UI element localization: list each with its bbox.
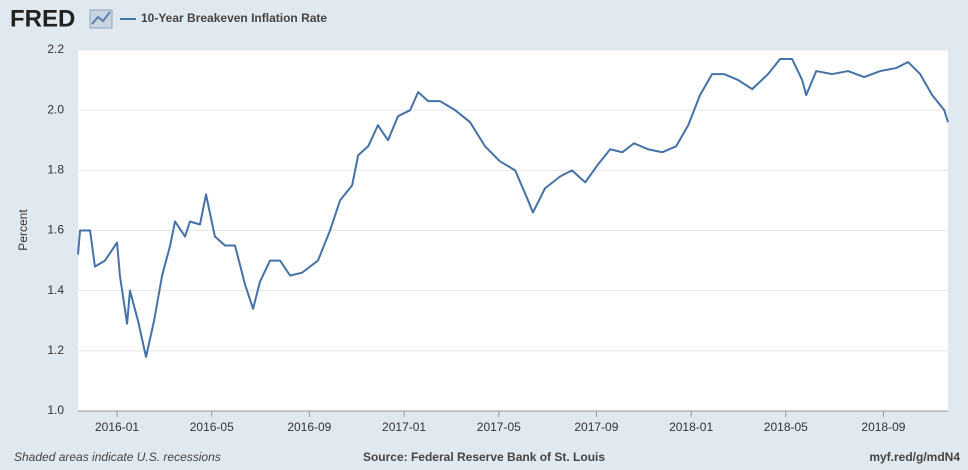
y-tick-label: 1.6 xyxy=(47,223,64,237)
x-tick-label: 2017-01 xyxy=(382,420,426,434)
y-tick-label: 2.0 xyxy=(47,102,64,116)
x-tick-label: 2018-01 xyxy=(669,420,713,434)
x-tick-label: 2017-09 xyxy=(574,420,618,434)
legend-label: 10-Year Breakeven Inflation Rate xyxy=(141,11,327,25)
note: Shaded areas indicate U.S. recessions xyxy=(14,450,221,464)
series-line xyxy=(77,58,949,358)
y-tick-label: 1.2 xyxy=(47,343,64,357)
y-tick-label: 1.4 xyxy=(47,283,64,297)
x-tick-label: 2018-05 xyxy=(764,420,808,434)
y-axis-title: Percent xyxy=(16,209,30,251)
y-tick-label: 2.2 xyxy=(47,42,64,56)
url: myf.red/g/mdN4 xyxy=(869,450,960,464)
x-tick-label: 2017-05 xyxy=(477,420,521,434)
source: Source: Federal Reserve Bank of St. Loui… xyxy=(363,450,605,464)
logo: FRED xyxy=(10,5,75,32)
x-tick-label: 2016-01 xyxy=(95,420,139,434)
x-tick-label: 2016-05 xyxy=(190,420,234,434)
x-tick-label: 2016-09 xyxy=(287,420,331,434)
x-tick-label: 2018-09 xyxy=(861,420,905,434)
logo-icon xyxy=(89,9,113,29)
y-tick-label: 1.0 xyxy=(47,403,64,417)
y-tick-label: 1.8 xyxy=(47,163,64,177)
